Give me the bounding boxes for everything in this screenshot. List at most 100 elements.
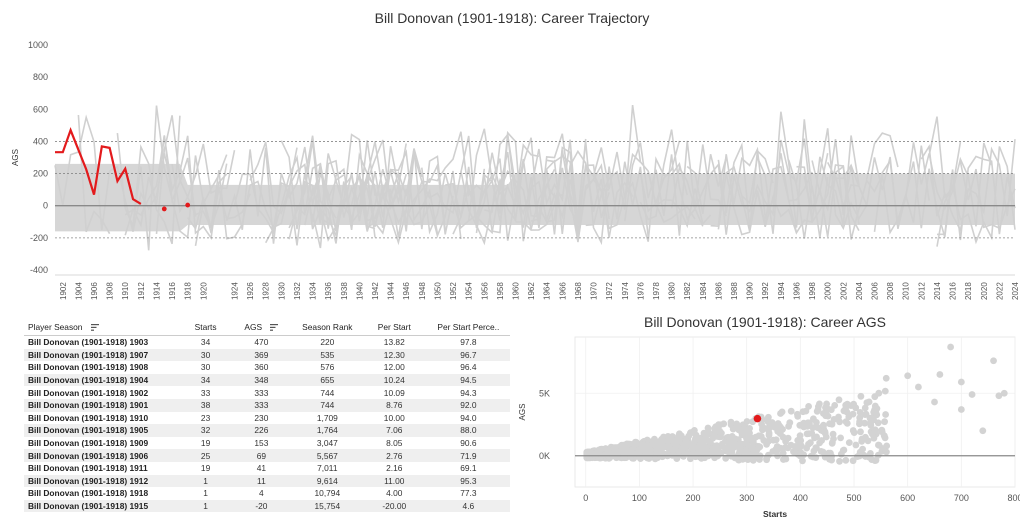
player-point [843, 420, 851, 427]
player-point [743, 434, 750, 442]
cell-per-start: 12.00 [383, 362, 405, 373]
cell-ags: 153 [254, 438, 269, 449]
table-row[interactable]: Bill Donovan (1901-1918) 1911 19 41 7,011 2.… [24, 462, 510, 475]
background-season-line [647, 171, 696, 224]
cell-season-rank: 744 [320, 387, 335, 398]
player-career-line[interactable] [55, 127, 142, 205]
background-season-line [382, 131, 509, 224]
table-row[interactable]: Bill Donovan (1901-1918) 1905 32 226 1,764 7… [24, 424, 510, 437]
table-row[interactable]: Bill Donovan (1901-1918) 1908 30 360 576 12.… [24, 361, 510, 374]
player-point [995, 392, 1003, 400]
cell-season-rank: 576 [320, 362, 335, 373]
header-player-season[interactable]: Player Season [24, 318, 182, 336]
y-tick-label: -200 [30, 233, 48, 243]
player-point [699, 450, 707, 457]
player-point [830, 435, 837, 443]
player-point [861, 419, 869, 427]
background-season-line [132, 115, 181, 245]
table-row[interactable]: Bill Donovan (1901-1918) 1901 38 333 744 8.7… [24, 398, 510, 412]
cell-season-rank: 220 [320, 337, 335, 348]
player-season-point[interactable] [185, 202, 191, 208]
background-season-line [358, 148, 446, 246]
x-tick-label: 1938 [340, 282, 349, 300]
table-row[interactable]: Bill Donovan (1901-1918) 1906 25 69 5,567 2.… [24, 449, 510, 462]
x-tick-label: 1928 [262, 282, 271, 300]
y-tick-label: 400 [33, 136, 48, 146]
table-row[interactable]: Bill Donovan (1901-1918) 1909 19 153 3,047 8… [24, 437, 510, 450]
player-point [849, 410, 857, 418]
player-point [653, 446, 660, 453]
background-season-line [171, 143, 251, 220]
cell-per-start-percentile: 94.5 [426, 373, 510, 387]
cell-season-rank: 1,764 [292, 424, 362, 437]
player-point [784, 444, 792, 452]
cell-ags: -20 [229, 499, 293, 513]
x-tick-label: 2000 [824, 282, 833, 300]
player-point [820, 422, 827, 430]
cell-starts: 34 [200, 337, 211, 348]
table-row[interactable]: Bill Donovan (1901-1918) 1910 23 230 1,709 1… [24, 412, 510, 425]
player-point [625, 440, 633, 448]
player-point [836, 457, 843, 465]
table-row[interactable]: Bill Donovan (1901-1918) 1918 1 4 10,794 4.0… [24, 487, 510, 500]
cell-season-rank: 655 [292, 373, 362, 387]
background-season-line [280, 133, 376, 232]
player-point [749, 438, 757, 446]
sort-icon[interactable] [270, 323, 279, 331]
table-row[interactable]: Bill Donovan (1901-1918) 1907 30 369 535 12.… [24, 348, 510, 362]
player-point [875, 441, 882, 449]
header-per-start[interactable]: Per Start [361, 318, 427, 336]
player-point [865, 453, 873, 461]
highlighted-player-point[interactable] [753, 414, 762, 423]
cell-starts: 33 [200, 387, 211, 398]
table-row[interactable]: Bill Donovan (1901-1918) 1904 34 348 655 10.… [24, 373, 510, 387]
x-tick-label: 2014 [933, 282, 942, 300]
header-per-start-percentile[interactable]: Per Start Perce.. [426, 318, 510, 336]
player-point [587, 450, 595, 458]
cell-per-start: 4.00 [386, 488, 403, 499]
header-season-rank[interactable]: Season Rank [292, 318, 362, 336]
sort-icon[interactable] [90, 323, 99, 331]
player-point [802, 407, 810, 415]
table-row[interactable]: Bill Donovan (1901-1918) 1915 1 -20 15,754-… [24, 499, 510, 513]
table-row[interactable]: Bill Donovan (1901-1918) 1902 33 333 744 10.… [24, 386, 510, 399]
career-ags-scatter[interactable]: 0 100 200 300 400 500 600 700 800 5K 0K Starts AGS [515, 332, 1020, 532]
player-point [837, 434, 844, 442]
cell-player-season: Bill Donovan (1901-1918) 1901 [24, 398, 182, 412]
player-point [679, 443, 687, 451]
player-point [849, 427, 857, 434]
player-point [729, 425, 737, 433]
other-players [583, 343, 1008, 465]
cell-player-season: Bill Donovan (1901-1918) 1909 [28, 438, 149, 449]
table-row[interactable]: Bill Donovan (1901-1918) 1912 1 11 9,614 11.… [24, 474, 510, 488]
player-point [845, 439, 853, 446]
player-point [763, 456, 770, 464]
player-point [731, 443, 739, 451]
player-point [843, 400, 851, 408]
cell-starts: 1 [181, 499, 230, 513]
player-point [797, 437, 805, 444]
header-ags[interactable]: AGS [229, 318, 293, 336]
x-tick-label: 2008 [886, 282, 895, 300]
player-point [871, 457, 879, 464]
player-point [769, 448, 777, 455]
x-tick-label: 1962 [527, 282, 536, 300]
player-point [716, 433, 724, 441]
background-season-line [515, 147, 641, 231]
header-starts[interactable]: Starts [181, 318, 230, 336]
background-season-line [920, 139, 1016, 233]
table-row[interactable]: Bill Donovan (1901-1918) 1903 34 470 220 13.… [24, 336, 510, 349]
x-tick-label: 1974 [621, 282, 630, 300]
player-season-point[interactable] [161, 206, 167, 212]
player-point [811, 434, 818, 442]
background-season-line [366, 143, 407, 228]
header-player-season-label: Player Season [28, 321, 83, 332]
player-point [873, 404, 880, 412]
cell-per-start-percentile: 88.0 [426, 424, 510, 437]
background-season-line [467, 128, 587, 241]
x-tick-label: 1904 [74, 282, 83, 300]
x-tick-label: 1958 [496, 282, 505, 300]
header-per-start-percentile-label: Per Start Perce.. [437, 321, 500, 332]
player-point [864, 437, 872, 445]
